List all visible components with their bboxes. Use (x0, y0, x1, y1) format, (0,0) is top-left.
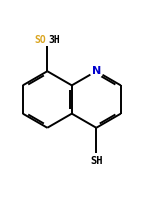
Text: 3H: 3H (48, 35, 60, 45)
Text: N: N (92, 66, 101, 76)
Text: SO: SO (34, 35, 46, 45)
Text: SH: SH (90, 155, 103, 165)
